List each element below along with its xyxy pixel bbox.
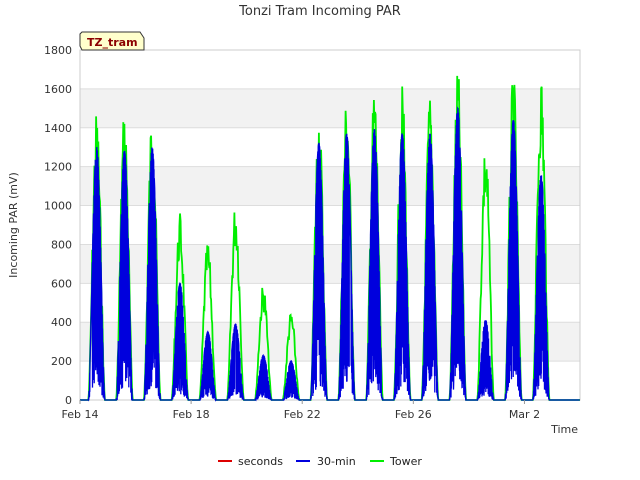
y-tick-9: 1800 — [44, 44, 72, 57]
y-tick-1: 200 — [51, 355, 72, 368]
legend: seconds 30-min Tower — [218, 455, 422, 468]
y-tick-7: 1400 — [44, 122, 72, 135]
site-label-box: TZ_tram — [79, 31, 145, 51]
x-tick-0: Feb 14 — [62, 408, 99, 421]
x-tick-1: Feb 18 — [173, 408, 210, 421]
legend-label-30-min: 30-min — [317, 455, 356, 468]
y-tick-4: 800 — [51, 238, 72, 251]
legend-label-tower: Tower — [389, 455, 422, 468]
site-label: TZ_tram — [87, 36, 138, 49]
x-axis-ticks: Feb 14 Feb 18 Feb 22 Feb 26 Mar 2 — [62, 400, 540, 421]
series-line-30-min — [80, 106, 580, 402]
y-tick-2: 400 — [51, 316, 72, 329]
x-tick-4: Mar 2 — [509, 408, 540, 421]
band-7 — [80, 88, 580, 128]
x-tick-2: Feb 22 — [284, 408, 321, 421]
y-tick-0: 0 — [65, 394, 72, 407]
y-axis-ticks: 0 200 400 600 800 1000 1200 1400 1600 1800 — [44, 44, 72, 407]
background-bands — [80, 88, 580, 362]
y-tick-5: 1000 — [44, 200, 72, 213]
band-1 — [80, 322, 580, 362]
legend-label-seconds: seconds — [238, 455, 283, 468]
y-axis-label: Incoming PAR (mV) — [7, 172, 20, 278]
x-tick-3: Feb 26 — [395, 408, 432, 421]
chart-title: Tonzi Tram Incoming PAR — [238, 4, 401, 19]
site-label-background — [79, 31, 145, 51]
y-tick-3: 600 — [51, 277, 72, 290]
y-tick-6: 1200 — [44, 161, 72, 174]
thirty-min-series — [80, 106, 580, 402]
band-5 — [80, 166, 580, 206]
x-axis-label: Time — [550, 423, 578, 436]
y-tick-8: 1600 — [44, 83, 72, 96]
band-3 — [80, 244, 580, 284]
